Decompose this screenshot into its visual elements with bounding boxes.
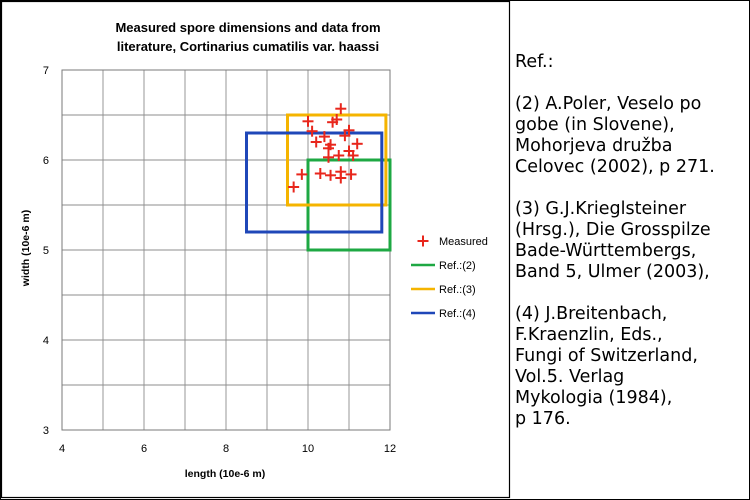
x-tick-label: 8 (223, 443, 229, 455)
measured-point (288, 181, 300, 193)
measured-point (314, 168, 326, 179)
y-tick-label: 3 (43, 425, 49, 437)
reference-rect-4 (245, 131, 384, 234)
x-tick-label: 10 (302, 443, 314, 455)
chart-frame (0, 0, 511, 499)
legend-label: Ref.:(2) (439, 260, 476, 272)
x-tick-label: 6 (141, 443, 147, 455)
reference-entry-2: (2) A.Poler, Veselo po gobe (in Slovene)… (515, 94, 715, 177)
chart-title-line-2: literature, Cortinarius cumatilis var. h… (117, 39, 379, 54)
chart-title-line-1: Measured spore dimensions and data from (115, 20, 380, 35)
measured-point (325, 169, 337, 181)
reference-entry-3: (3) G.J.Krieglsteiner (Hrsg.), Die Gross… (515, 199, 711, 282)
legend: Measured Ref.:(2) Ref.:(3) Ref.:(4) (411, 235, 488, 320)
measured-point (335, 172, 347, 184)
y-tick-label: 4 (43, 335, 49, 347)
measured-point (351, 138, 363, 150)
measured-points (288, 103, 363, 193)
measured-point (302, 115, 314, 127)
y-axis-label: width (10e-6 m) (20, 210, 32, 287)
measured-point (347, 150, 359, 161)
measured-point (339, 130, 351, 142)
measured-point (306, 125, 318, 137)
y-tick-label: 6 (43, 155, 49, 167)
legend-label: Measured (439, 236, 488, 248)
measured-point (323, 151, 334, 163)
measured-point (318, 131, 330, 143)
reference-entry-4: (4) J.Breitenbach, F.Kraenzlin, Eds., Fu… (515, 304, 698, 429)
measured-point (296, 168, 308, 180)
references-heading: Ref.: (515, 52, 554, 72)
x-tick-label: 4 (59, 443, 65, 455)
measured-point (331, 114, 343, 125)
y-tick-label: 5 (43, 245, 49, 257)
x-tick-label: 12 (384, 443, 396, 455)
references-panel: Ref.: (2) A.Poler, Veselo po gobe (in Sl… (515, 52, 750, 451)
legend-label: Ref.:(4) (439, 308, 476, 320)
legend-label: Ref.:(3) (439, 284, 476, 296)
x-axis-label: length (10e-6 m) (185, 468, 266, 480)
measured-point (345, 168, 357, 180)
measured-point (335, 103, 347, 115)
measured-point (310, 136, 322, 148)
y-tick-label: 7 (43, 65, 49, 77)
measured-point (333, 150, 345, 161)
